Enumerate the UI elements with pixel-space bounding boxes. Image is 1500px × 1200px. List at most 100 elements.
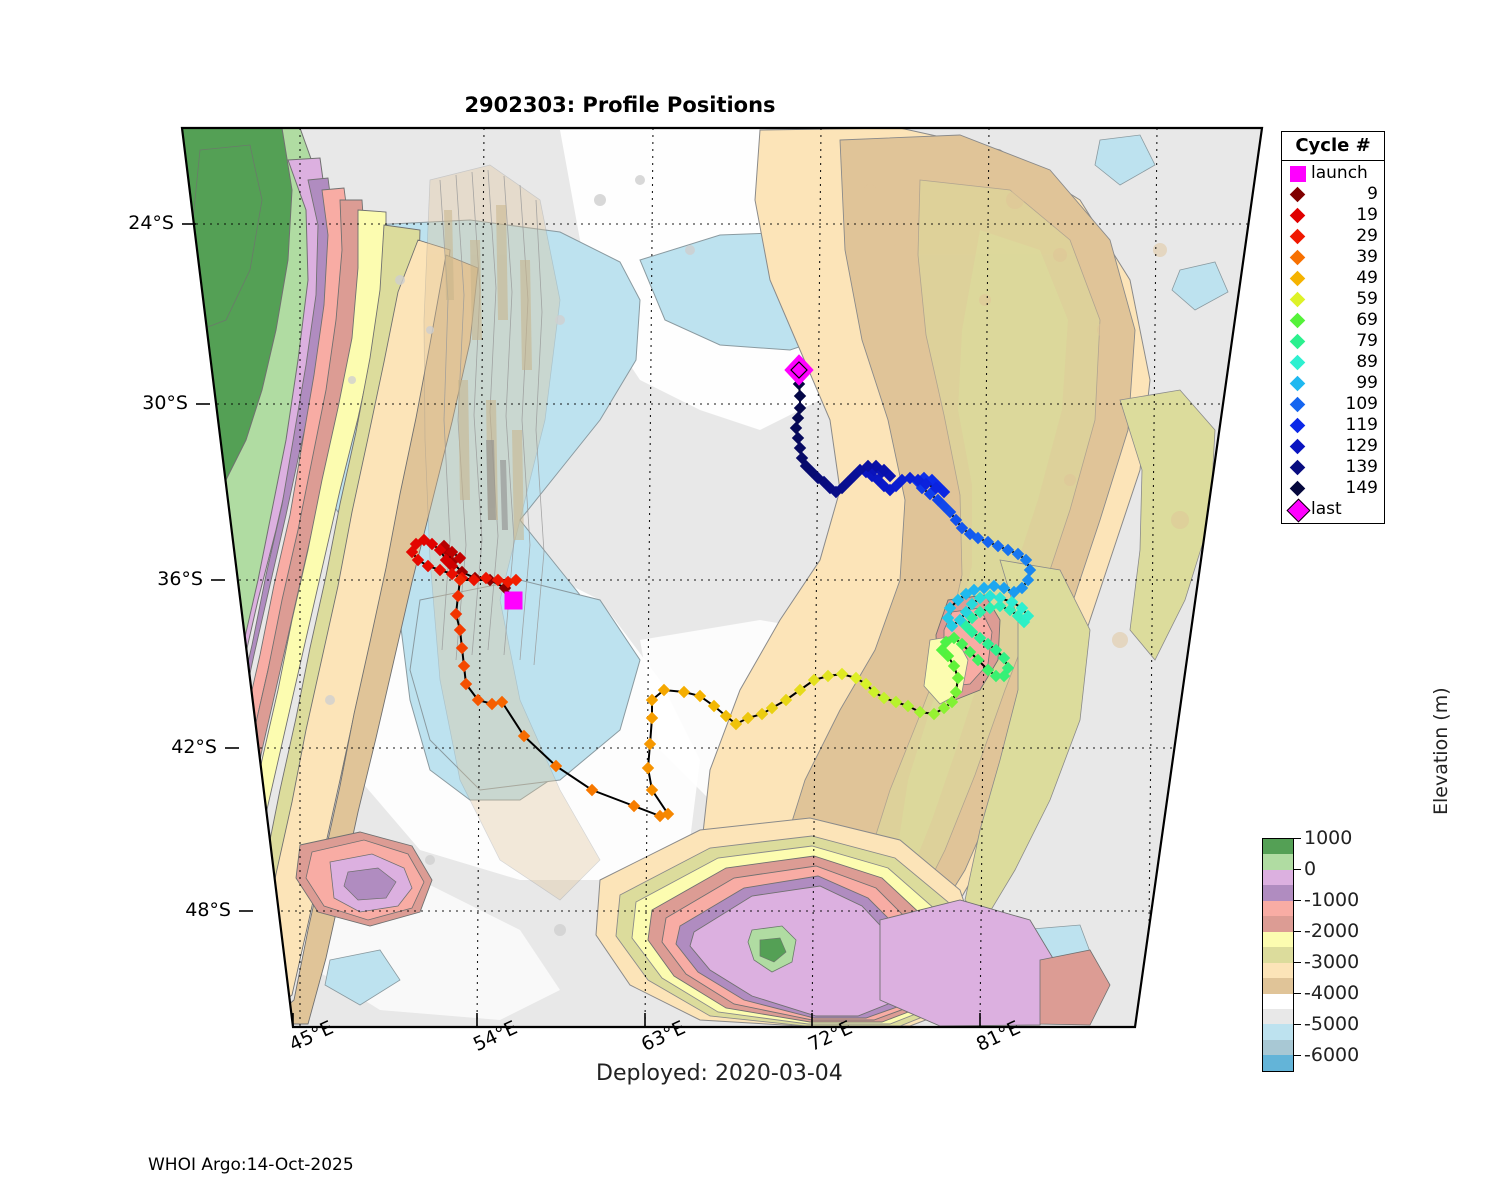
- profile-marker[interactable]: [939, 635, 953, 649]
- legend-item-149[interactable]: 149: [1282, 478, 1384, 499]
- legend-item-launch[interactable]: launch: [1282, 163, 1384, 184]
- legend-item-99[interactable]: 99: [1282, 373, 1384, 394]
- profile-marker[interactable]: [789, 421, 803, 435]
- profile-marker[interactable]: [965, 611, 979, 625]
- profile-marker[interactable]: [661, 807, 675, 821]
- profile-marker[interactable]: [943, 601, 957, 615]
- profile-marker[interactable]: [883, 469, 897, 483]
- profile-marker[interactable]: [849, 671, 863, 685]
- profile-marker[interactable]: [1015, 601, 1029, 615]
- profile-marker[interactable]: [991, 539, 1005, 553]
- profile-marker[interactable]: [945, 619, 959, 633]
- profile-marker[interactable]: [807, 673, 821, 687]
- profile-marker[interactable]: [877, 691, 891, 705]
- profile-marker[interactable]: [439, 553, 453, 567]
- profile-marker[interactable]: [457, 659, 471, 673]
- profile-marker[interactable]: [821, 669, 835, 683]
- profile-marker[interactable]: [549, 759, 563, 773]
- profile-marker[interactable]: [859, 677, 873, 691]
- profile-marker[interactable]: [951, 671, 965, 685]
- legend-item-109[interactable]: 109: [1282, 394, 1384, 415]
- profile-marker[interactable]: [471, 693, 485, 707]
- profile-marker[interactable]: [953, 613, 967, 627]
- profile-marker[interactable]: [485, 697, 499, 711]
- legend-item-69[interactable]: 69: [1282, 310, 1384, 331]
- profile-marker[interactable]: [693, 689, 707, 703]
- profile-marker[interactable]: [889, 695, 903, 709]
- cycle-legend-items[interactable]: launch 9 19 29 39 49 59 69 79 89 99 109 119 129 139 149…: [1282, 161, 1384, 523]
- profile-marker[interactable]: [955, 637, 969, 651]
- profile-marker[interactable]: [467, 573, 481, 587]
- profile-marker[interactable]: [983, 601, 997, 615]
- profile-marker[interactable]: [997, 651, 1011, 665]
- profile-marker[interactable]: [877, 479, 891, 493]
- profile-marker[interactable]: [707, 699, 721, 713]
- legend-item-9[interactable]: 9: [1282, 184, 1384, 205]
- profile-marker[interactable]: [791, 431, 805, 445]
- elevation-colorbar[interactable]: 1000 0 -1000 -2000 -3000 -4000 -5000 -6000: [1262, 827, 1359, 1072]
- profile-marker[interactable]: [445, 567, 459, 581]
- profile-marker[interactable]: [981, 637, 995, 651]
- legend-item-29[interactable]: 29: [1282, 226, 1384, 247]
- profile-marker[interactable]: [1011, 609, 1025, 623]
- legend-item-89[interactable]: 89: [1282, 352, 1384, 373]
- profile-marker[interactable]: [993, 591, 1007, 605]
- launch-marker[interactable]: [504, 591, 523, 610]
- profile-marker[interactable]: [959, 605, 973, 619]
- profile-marker[interactable]: [971, 531, 985, 545]
- profile-marker[interactable]: [1019, 553, 1033, 567]
- profile-marker[interactable]: [927, 707, 941, 721]
- legend-item-last[interactable]: last: [1282, 497, 1384, 523]
- profile-marker[interactable]: [1005, 595, 1019, 609]
- profile-marker[interactable]: [923, 487, 937, 501]
- profile-marker[interactable]: [913, 705, 927, 719]
- profile-marker[interactable]: [453, 551, 467, 565]
- profile-marker[interactable]: [433, 563, 447, 577]
- profile-marker[interactable]: [793, 389, 807, 403]
- profile-marker[interactable]: [997, 581, 1011, 595]
- profile-marker[interactable]: [793, 401, 807, 415]
- profile-marker[interactable]: [937, 485, 951, 499]
- profile-marker[interactable]: [479, 571, 493, 585]
- profile-marker[interactable]: [841, 475, 855, 489]
- profile-marker[interactable]: [965, 597, 979, 611]
- profile-marker[interactable]: [919, 477, 933, 491]
- profile-marker[interactable]: [425, 537, 439, 551]
- profile-marker[interactable]: [823, 481, 837, 495]
- profile-marker[interactable]: [1007, 585, 1021, 599]
- profile-marker[interactable]: [1021, 609, 1035, 623]
- profile-marker[interactable]: [645, 711, 659, 725]
- profile-marker[interactable]: [793, 683, 807, 697]
- profile-marker[interactable]: [895, 473, 909, 487]
- profile-marker[interactable]: [959, 619, 973, 633]
- profile-marker[interactable]: [793, 441, 807, 455]
- profile-marker[interactable]: [861, 459, 875, 473]
- profile-marker[interactable]: [901, 699, 915, 713]
- profile-marker[interactable]: [955, 521, 969, 535]
- profile-marker[interactable]: [729, 717, 743, 731]
- profile-marker[interactable]: [971, 653, 985, 667]
- profile-marker[interactable]: [433, 543, 447, 557]
- profile-marker[interactable]: [421, 559, 435, 573]
- profile-marker[interactable]: [459, 677, 473, 691]
- profile-marker[interactable]: [645, 783, 659, 797]
- profile-marker[interactable]: [677, 685, 691, 699]
- profile-marker[interactable]: [973, 591, 987, 605]
- profile-marker[interactable]: [941, 611, 955, 625]
- profile-marker[interactable]: [997, 669, 1011, 683]
- cycle-legend[interactable]: Cycle # launch 9 19 29 39 49 59 69 79 89 99 109 119 1…: [1281, 131, 1385, 524]
- profile-marker[interactable]: [973, 605, 987, 619]
- profile-marker[interactable]: [643, 737, 657, 751]
- profile-marker[interactable]: [657, 683, 671, 697]
- profile-marker[interactable]: [949, 513, 963, 527]
- profile-marker[interactable]: [1001, 543, 1015, 557]
- profile-marker[interactable]: [937, 499, 951, 513]
- profile-marker[interactable]: [945, 695, 959, 709]
- profile-marker[interactable]: [977, 581, 991, 595]
- profile-marker[interactable]: [517, 729, 531, 743]
- profile-marker[interactable]: [455, 641, 469, 655]
- profile-marker[interactable]: [1015, 581, 1029, 595]
- profile-marker[interactable]: [993, 599, 1007, 613]
- profile-marker[interactable]: [417, 533, 431, 547]
- profile-marker[interactable]: [987, 579, 1001, 593]
